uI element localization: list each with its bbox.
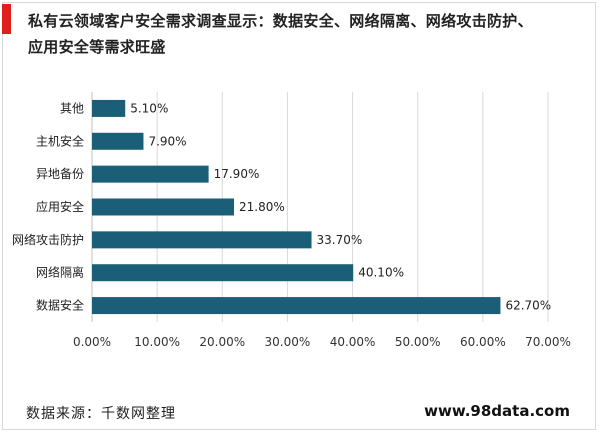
x-tick-label: 0.00% xyxy=(73,335,111,349)
x-tick-label: 50.00% xyxy=(395,335,441,349)
x-tick-label: 60.00% xyxy=(460,335,506,349)
website-label: www.98data.com xyxy=(424,402,570,420)
data-label: 40.10% xyxy=(358,266,404,280)
category-label: 其他 xyxy=(60,101,84,115)
title-accent-bar xyxy=(2,4,11,34)
chart-title: 私有云领域客户安全需求调查显示：数据安全、网络隔离、网络攻击防护、应用安全等需求… xyxy=(28,12,533,56)
data-label: 21.80% xyxy=(239,200,285,214)
bar xyxy=(92,297,501,315)
data-label: 33.70% xyxy=(317,233,363,247)
data-label: 17.90% xyxy=(214,167,260,181)
x-tick-label: 40.00% xyxy=(330,335,376,349)
bar xyxy=(92,231,312,249)
x-tick-label: 10.00% xyxy=(134,335,180,349)
data-label: 62.70% xyxy=(505,299,551,313)
x-tick-label: 30.00% xyxy=(265,335,311,349)
bar xyxy=(92,198,235,216)
bar xyxy=(92,165,209,183)
category-label: 数据安全 xyxy=(36,298,84,313)
category-label: 应用安全 xyxy=(36,199,84,214)
data-label: 5.10% xyxy=(130,101,168,115)
category-label: 主机安全 xyxy=(36,133,84,148)
x-tick-label: 20.00% xyxy=(199,335,245,349)
data-source-note: 数据来源：千数网整理 xyxy=(26,406,176,422)
x-tick-label: 70.00% xyxy=(525,335,571,349)
chart-frame xyxy=(2,2,596,430)
bar xyxy=(92,264,354,282)
data-label: 7.90% xyxy=(148,134,186,148)
category-label: 网络隔离 xyxy=(36,265,84,280)
category-label: 异地备份 xyxy=(36,167,84,181)
bar xyxy=(92,132,144,150)
category-label: 网络攻击防护 xyxy=(12,232,84,247)
bar xyxy=(92,99,126,117)
